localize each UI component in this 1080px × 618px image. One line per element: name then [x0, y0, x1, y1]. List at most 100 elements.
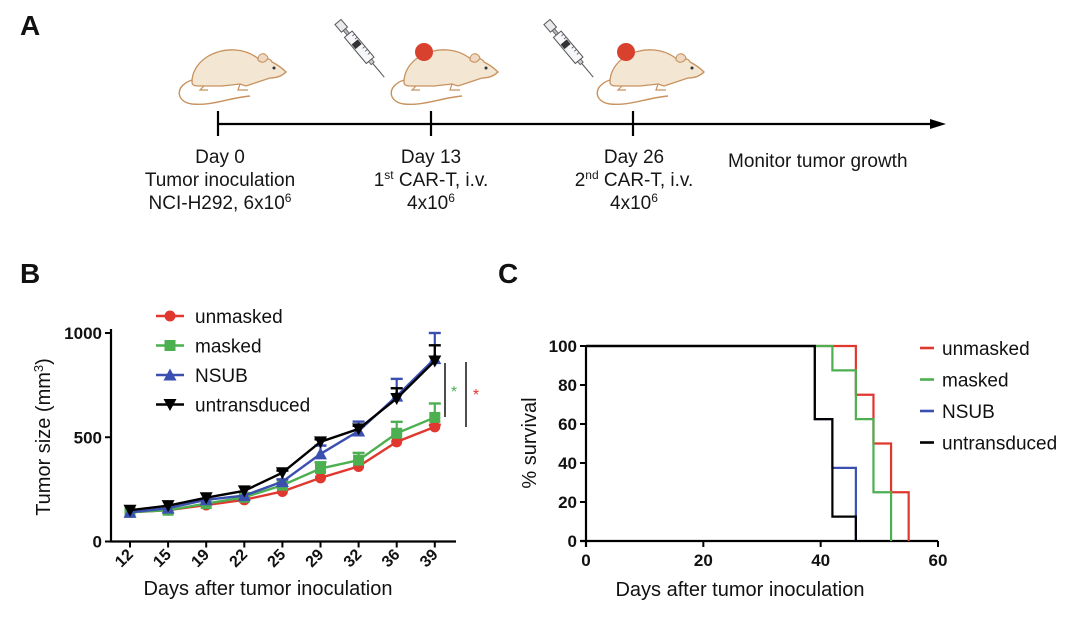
legend-label: NSUB: [942, 402, 995, 423]
mouse-icon: [178, 49, 287, 106]
legend-label: masked: [195, 337, 262, 358]
data-point: [123, 504, 137, 517]
legend-label: NSUB: [195, 366, 248, 387]
timeline-arrowhead: [930, 119, 946, 129]
data-point: [161, 500, 175, 513]
legend-label: untransduced: [942, 434, 1057, 455]
legend-item: masked: [920, 371, 1009, 392]
data-point: [352, 423, 366, 436]
data-point: [315, 472, 326, 484]
x-tick-label: 15: [150, 546, 175, 571]
survival-curve-untransduced: [586, 344, 857, 541]
y-tick-label: 0: [93, 533, 102, 552]
syringe-icon: [542, 18, 598, 81]
legend: unmasked masked NSUB untransduced: [920, 339, 1057, 455]
y-axis-label: % survival: [519, 397, 541, 488]
data-point: [429, 421, 441, 433]
syringe-icon: [333, 18, 389, 81]
x-tick-label: 36: [379, 546, 404, 571]
survival-curve-masked: [586, 344, 893, 541]
y-tick-label: 60: [558, 415, 577, 434]
data-point: [237, 485, 251, 498]
legend-item: unmasked: [156, 307, 283, 328]
data-point: [390, 392, 404, 405]
x-tick-label: 20: [694, 551, 713, 570]
x-tick-label: 12: [112, 546, 137, 571]
event-description: Tumor inoculation: [144, 170, 296, 191]
series-untransduced: [123, 344, 442, 517]
panel-b-label: B: [20, 258, 41, 289]
data-point: [353, 454, 365, 466]
legend-item: masked: [156, 337, 262, 358]
survival-chart: 0 20 40 60 80 100 0 20 40 60 Days after tumor inoc…: [519, 337, 1057, 601]
event-day-label: Day 13: [400, 147, 462, 168]
data-point: [428, 355, 442, 368]
event-dose: 4x106: [407, 191, 455, 214]
y-tick-label: 1000: [64, 324, 102, 343]
data-point: [391, 436, 403, 448]
timeline-event-day0: Day 0 Tumor inoculation NCI-H292, 6x106: [140, 146, 300, 215]
tumor-growth-chart: 0 500 1000 12 15 19 22 25 29 32 36 39 Days after tum…: [31, 307, 480, 600]
legend-label: unmasked: [942, 339, 1030, 360]
survival-curve-unmasked: [586, 344, 910, 541]
timeline: [216, 111, 946, 136]
y-tick-label: 100: [549, 337, 577, 356]
event-dose: NCI-H292, 6x106: [148, 191, 292, 214]
x-tick-label: 60: [929, 551, 948, 570]
significance-asterisk: *: [451, 384, 457, 401]
legend-item: NSUB: [156, 366, 248, 387]
timeline-event-day26: Day 26 2nd CAR-T, i.v. 4x106: [554, 146, 714, 215]
y-tick-label: 20: [558, 493, 577, 512]
significance-asterisk: *: [473, 387, 479, 404]
event-day-label: Day 26: [603, 147, 665, 168]
data-point: [315, 463, 326, 475]
panel-a-label: A: [20, 10, 41, 41]
event-description: 1st CAR-T, i.v.: [373, 168, 489, 191]
legend-marker: [163, 368, 177, 381]
mouse-with-tumor-icon: [596, 43, 705, 106]
event-day-label: Day 0: [195, 147, 245, 168]
legend-label: untransduced: [195, 396, 310, 417]
x-tick-label: 32: [341, 546, 366, 571]
event-description: 2nd CAR-T, i.v.: [574, 168, 694, 191]
data-point: [275, 467, 289, 480]
mouse-with-tumor-icon: [390, 43, 499, 106]
legend-marker: [164, 340, 176, 351]
x-tick-label: 40: [811, 551, 830, 570]
y-tick-label: 40: [558, 454, 577, 473]
timeline-end-label: Monitor tumor growth: [728, 151, 908, 172]
data-point: [314, 447, 327, 460]
data-point: [314, 436, 327, 449]
x-tick-label: 29: [303, 546, 328, 571]
tumor-icon: [617, 43, 635, 61]
legend: unmasked masked NSUB untransduced: [156, 307, 310, 417]
legend-marker: [163, 399, 177, 411]
x-tick-label: 19: [188, 546, 213, 571]
legend-label: masked: [942, 371, 1009, 392]
x-axis-label: Days after tumor inoculation: [143, 578, 392, 600]
timeline-event-day13: Day 13 1st CAR-T, i.v. 4x106: [356, 146, 506, 215]
data-point: [199, 492, 213, 505]
event-dose: 4x106: [610, 191, 658, 214]
x-tick-label: 39: [417, 546, 442, 571]
x-tick-label: 22: [227, 546, 252, 571]
panel-c-label: C: [498, 258, 519, 289]
legend-label: unmasked: [195, 307, 283, 328]
x-axis-label: Days after tumor inoculation: [615, 579, 864, 601]
series-line: [129, 416, 436, 514]
y-tick-label: 500: [74, 428, 102, 447]
x-tick-label: 25: [265, 546, 290, 571]
x-tick-label: 0: [581, 551, 590, 570]
legend-item: untransduced: [156, 396, 310, 417]
legend-item: unmasked: [920, 339, 1030, 360]
data-point: [391, 427, 403, 439]
legend-marker: [164, 310, 176, 322]
tumor-icon: [415, 43, 433, 61]
y-tick-label: 80: [558, 376, 577, 395]
data-point: [429, 411, 441, 423]
y-tick-label: 0: [568, 532, 577, 551]
data-point: [275, 475, 289, 488]
legend-item: untransduced: [920, 434, 1057, 455]
legend-item: NSUB: [920, 402, 995, 423]
